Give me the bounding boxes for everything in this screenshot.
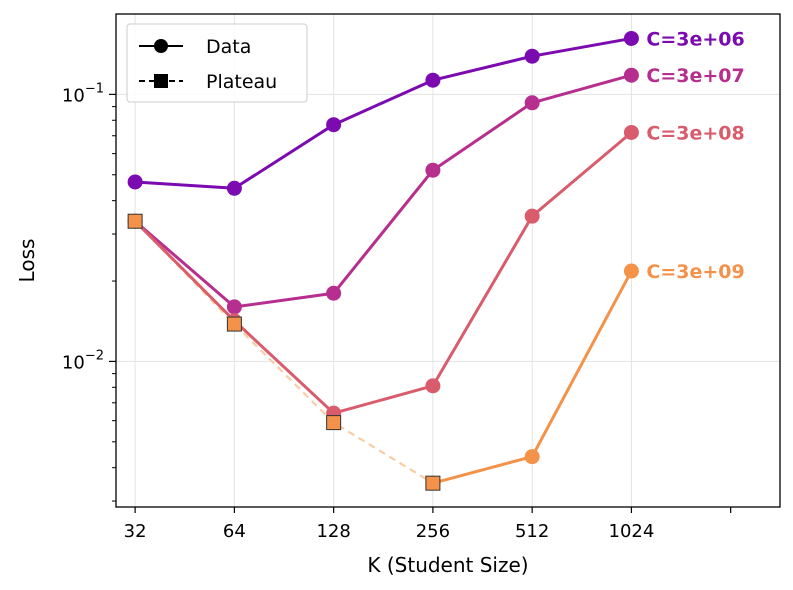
- plateau-layer: [134, 220, 434, 485]
- plateau-marker: [326, 415, 342, 431]
- x-tick-label: 128: [316, 521, 350, 542]
- y-tick-label: 10−2: [62, 348, 104, 373]
- x-tick-label: 1024: [609, 521, 655, 542]
- plateau-marker: [127, 213, 143, 229]
- series-line-c-3e-08: [134, 131, 633, 415]
- x-tick-label: 64: [223, 521, 246, 542]
- legend-data-marker: [154, 39, 168, 53]
- data-point-c-3e-07: [226, 299, 242, 315]
- x-tick-label: 256: [416, 521, 450, 542]
- series-label-c-3e-06: C=3e+06: [646, 28, 744, 50]
- x-tick-label: 32: [124, 521, 147, 542]
- series-line-c-3e-06: [135, 36, 632, 190]
- series-layer: [127, 30, 639, 491]
- data-point-c-3e-09: [524, 449, 540, 465]
- data-point-c-3e-06: [326, 117, 342, 133]
- series-label-c-3e-09: C=3e+09: [646, 261, 744, 283]
- plateau-marker: [226, 316, 242, 332]
- legend: Data Plateau: [126, 23, 308, 103]
- data-point-c-3e-06: [226, 180, 242, 196]
- data-point-c-3e-07: [326, 285, 342, 301]
- series-label-c-3e-07: C=3e+07: [646, 65, 744, 87]
- data-point-c-3e-08: [425, 378, 441, 394]
- x-axis-label: K (Student Size): [367, 553, 528, 577]
- data-point-c-3e-07: [524, 95, 540, 111]
- data-point-c-3e-09: [623, 263, 639, 279]
- series-label-layer: C=3e+06 C=3e+07 C=3e+08 C=3e+09: [646, 28, 744, 283]
- y-tick-label: 10−1: [62, 81, 104, 106]
- legend-plateau-marker: [154, 74, 168, 88]
- series-line-c-3e-07: [134, 73, 632, 309]
- data-point-c-3e-06: [524, 48, 540, 64]
- data-point-c-3e-06: [425, 72, 441, 88]
- data-point-c-3e-06: [127, 174, 143, 190]
- plateau-marker-layer: [127, 213, 441, 491]
- x-tick-label: 512: [515, 521, 549, 542]
- data-point-c-3e-06: [623, 30, 639, 46]
- data-point-c-3e-07: [425, 162, 441, 178]
- data-point-c-3e-07: [623, 67, 639, 83]
- y-axis-label: Loss: [15, 239, 39, 283]
- plot-area-frame: [115, 13, 781, 508]
- data-point-c-3e-08: [524, 208, 540, 224]
- data-point-c-3e-08: [623, 124, 639, 140]
- legend-data-label: Data: [206, 36, 251, 58]
- legend-box: [126, 23, 308, 103]
- axis-layer: 32 64 128 256 512 1024 10−1 10−2: [62, 81, 732, 542]
- legend-plateau-label: Plateau: [206, 71, 277, 93]
- series-label-c-3e-08: C=3e+08: [646, 122, 744, 144]
- plateau-line: [134, 220, 434, 485]
- plateau-marker: [425, 475, 441, 491]
